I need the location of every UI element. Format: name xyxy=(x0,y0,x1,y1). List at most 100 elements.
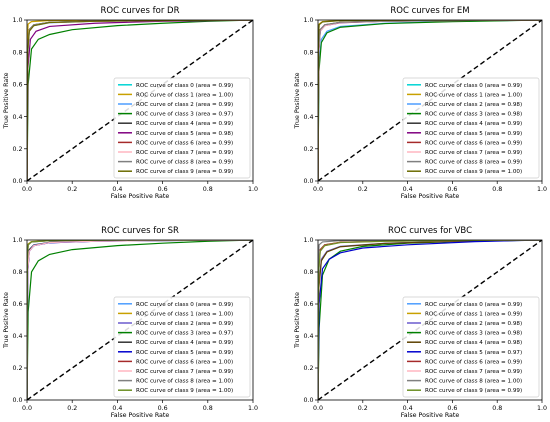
chart-1-title: ROC curves for EM xyxy=(390,6,469,16)
chart-1-legend-label-7: ROC curve of class 7 (area = 0.99) xyxy=(425,150,522,156)
chart-3-ytick-label-3: 0.6 xyxy=(303,301,313,308)
chart-0-ytick-label-4: 0.8 xyxy=(12,49,22,56)
chart-0-series-line-class-1 xyxy=(27,20,253,181)
chart-0-legend-box xyxy=(113,77,251,179)
chart-3-title: ROC curves for VBC xyxy=(388,226,472,236)
chart-2-xlabel: False Positive Rate xyxy=(111,412,170,419)
chart-0-xlabel: False Positive Rate xyxy=(111,193,170,200)
chart-3-legend: ROC curve of class 0 (area = 0.99) ROC cu… xyxy=(402,296,540,398)
chart-3-xlabel: False Positive Rate xyxy=(401,412,460,419)
chart-1-legend-label-4: ROC curve of class 4 (area = 0.99) xyxy=(425,121,522,127)
chart-1-xtick-label-3: 0.6 xyxy=(447,186,457,193)
chart-3-legend-label-1: ROC curve of class 1 (area = 0.99) xyxy=(425,311,522,317)
chart-2-xtick-label-1: 0.2 xyxy=(67,405,77,412)
chart-0-ylabel: True Positive Rate xyxy=(3,72,10,129)
chart-0-series-group xyxy=(27,20,253,181)
chart-3-xtick-label-0: 0.0 xyxy=(313,405,323,412)
chart-1-xtick-label-2: 0.4 xyxy=(403,186,413,193)
chart-3-xtick-label-5: 1.0 xyxy=(537,405,547,412)
chart-0-ytick-label-2: 0.4 xyxy=(12,114,22,121)
chart-2-title: ROC curves for SR xyxy=(101,226,179,236)
chart-3-series-line-class-9 xyxy=(318,240,542,400)
chart-2-xtick-label-3: 0.6 xyxy=(158,405,168,412)
chart-2-series-line-class-3 xyxy=(27,240,253,400)
chart-3-legend-label-4: ROC curve of class 4 (area = 0.98) xyxy=(425,340,522,346)
chart-0-ytick-label-0: 0.0 xyxy=(12,178,22,185)
chart-0-title: ROC curves for DR xyxy=(100,6,179,16)
chart-1-ylabel: True Positive Rate xyxy=(294,72,301,129)
chart-3-ylabel: True Positive Rate xyxy=(294,292,301,349)
chart-3-legend-label-0: ROC curve of class 0 (area = 0.99) xyxy=(425,302,522,308)
chart-0-xtick-label-3: 0.6 xyxy=(158,186,168,193)
chart-1-xlabel: False Positive Rate xyxy=(401,193,460,200)
chart-1-legend-box xyxy=(402,77,540,179)
chart-1-panel: ROC curves for EM 0.0 0.2 0.4 0.6 0.8 1.0 0.0 0.… xyxy=(294,6,547,200)
chart-1-legend-label-0: ROC curve of class 0 (area = 0.99) xyxy=(425,83,522,89)
chart-3-series-line-class-5 xyxy=(318,240,542,400)
chart-0-xtick-label-0: 0.0 xyxy=(22,186,32,193)
chart-2-ytick-label-0: 0.0 xyxy=(12,397,22,404)
chart-2-series-line-class-9 xyxy=(27,240,253,400)
chart-1-axes-frame xyxy=(317,19,543,182)
chart-1-legend-label-6: ROC curve of class 6 (area = 0.99) xyxy=(425,140,522,146)
chart-3-legend-label-9: ROC curve of class 9 (area = 0.99) xyxy=(425,388,522,394)
chart-1-ytick-label-1: 0.2 xyxy=(303,146,313,153)
chart-1-ytick-label-2: 0.4 xyxy=(303,114,313,121)
chart-2-ytick-label-3: 0.6 xyxy=(12,301,22,308)
chart-1-ytick-label-4: 0.8 xyxy=(303,49,313,56)
chart-0-legend-label-4: ROC curve of class 4 (area = 0.99) xyxy=(136,121,233,127)
chart-2-ytick-label-2: 0.4 xyxy=(12,333,22,340)
chart-3-ytick-label-1: 0.2 xyxy=(303,365,313,372)
chart-2-legend-label-7: ROC curve of class 7 (area = 0.99) xyxy=(136,369,233,375)
chart-2-legend-label-4: ROC curve of class 4 (area = 0.99) xyxy=(136,340,233,346)
chart-0-legend: ROC curve of class 0 (area = 0.99) ROC cu… xyxy=(113,77,251,179)
chart-3-ytick-label-2: 0.4 xyxy=(303,333,313,340)
chart-1-xtick-label-0: 0.0 xyxy=(313,186,323,193)
chart-0-series-line-class-9 xyxy=(27,20,253,181)
chart-3-axes-frame xyxy=(317,239,543,401)
chart-0-panel: ROC curves for DR 0.0 0.2 0.4 0.6 0.8 1.0 0.0 0.… xyxy=(3,6,258,200)
chart-3-ytick-label-5: 1.0 xyxy=(303,237,313,244)
chart-1-legend-label-9: ROC curve of class 9 (area = 1.00) xyxy=(425,169,522,175)
chart-2-ytick-label-5: 1.0 xyxy=(12,237,22,244)
chart-3-panel: ROC curves for VBC 0.0 0.2 0.4 0.6 0.8 1.0 0.0 0… xyxy=(294,226,547,419)
chart-1-xtick-label-5: 1.0 xyxy=(537,186,547,193)
chart-0-legend-label-8: ROC curve of class 8 (area = 0.99) xyxy=(136,160,233,166)
chart-2-xtick-label-2: 0.4 xyxy=(112,405,122,412)
chart-0-series-line-class-5 xyxy=(27,20,253,181)
chart-1-ytick-label-3: 0.6 xyxy=(303,82,313,89)
chart-1-series-line-class-9 xyxy=(318,20,542,181)
chart-0-ytick-label-1: 0.2 xyxy=(12,146,22,153)
chart-3-series-line-class-8 xyxy=(318,240,542,400)
chart-2-legend-label-2: ROC curve of class 2 (area = 0.99) xyxy=(136,321,233,327)
chart-1-legend-label-5: ROC curve of class 5 (area = 0.99) xyxy=(425,131,522,137)
chart-0-xtick-label-2: 0.4 xyxy=(112,186,122,193)
chart-1-xtick-label-1: 0.2 xyxy=(358,186,368,193)
chart-0-series-line-class-3 xyxy=(27,20,253,181)
chart-2-xtick-label-0: 0.0 xyxy=(22,405,32,412)
chart-3-xtick-label-1: 0.2 xyxy=(358,405,368,412)
chart-0-legend-label-7: ROC curve of class 7 (area = 0.99) xyxy=(136,150,233,156)
chart-3-xtick-label-2: 0.4 xyxy=(403,405,413,412)
chart-1-legend-label-8: ROC curve of class 8 (area = 0.99) xyxy=(425,160,522,166)
chart-0-legend-label-6: ROC curve of class 6 (area = 0.99) xyxy=(136,140,233,146)
chart-0-xtick-label-4: 0.8 xyxy=(203,186,213,193)
chart-3-legend-box xyxy=(402,296,540,398)
chart-3-legend-label-8: ROC curve of class 8 (area = 1.00) xyxy=(425,379,522,385)
chart-3-legend-label-7: ROC curve of class 7 (area = 0.99) xyxy=(425,369,522,375)
chart-2-legend-label-8: ROC curve of class 8 (area = 1.00) xyxy=(136,379,233,385)
chart-1-xtick-label-4: 0.8 xyxy=(492,186,502,193)
chart-2-legend-label-0: ROC curve of class 0 (area = 0.99) xyxy=(136,302,233,308)
chart-3-legend-label-6: ROC curve of class 6 (area = 0.99) xyxy=(425,359,522,365)
chart-0-legend-label-0: ROC curve of class 0 (area = 0.99) xyxy=(136,83,233,89)
chart-1-legend-label-3: ROC curve of class 3 (area = 0.98) xyxy=(425,112,522,118)
chart-2-legend: ROC curve of class 0 (area = 0.99) ROC cu… xyxy=(113,296,251,398)
chart-0-ytick-label-5: 1.0 xyxy=(12,17,22,24)
chart-1-legend: ROC curve of class 0 (area = 0.99) ROC cu… xyxy=(402,77,540,179)
chart-3-ytick-label-4: 0.8 xyxy=(303,269,313,276)
chart-3-ytick-label-0: 0.0 xyxy=(303,397,313,404)
chart-1-ytick-label-5: 1.0 xyxy=(303,17,313,24)
chart-0-legend-label-3: ROC curve of class 3 (area = 0.97) xyxy=(136,112,233,118)
chart-2-legend-box xyxy=(113,296,251,398)
